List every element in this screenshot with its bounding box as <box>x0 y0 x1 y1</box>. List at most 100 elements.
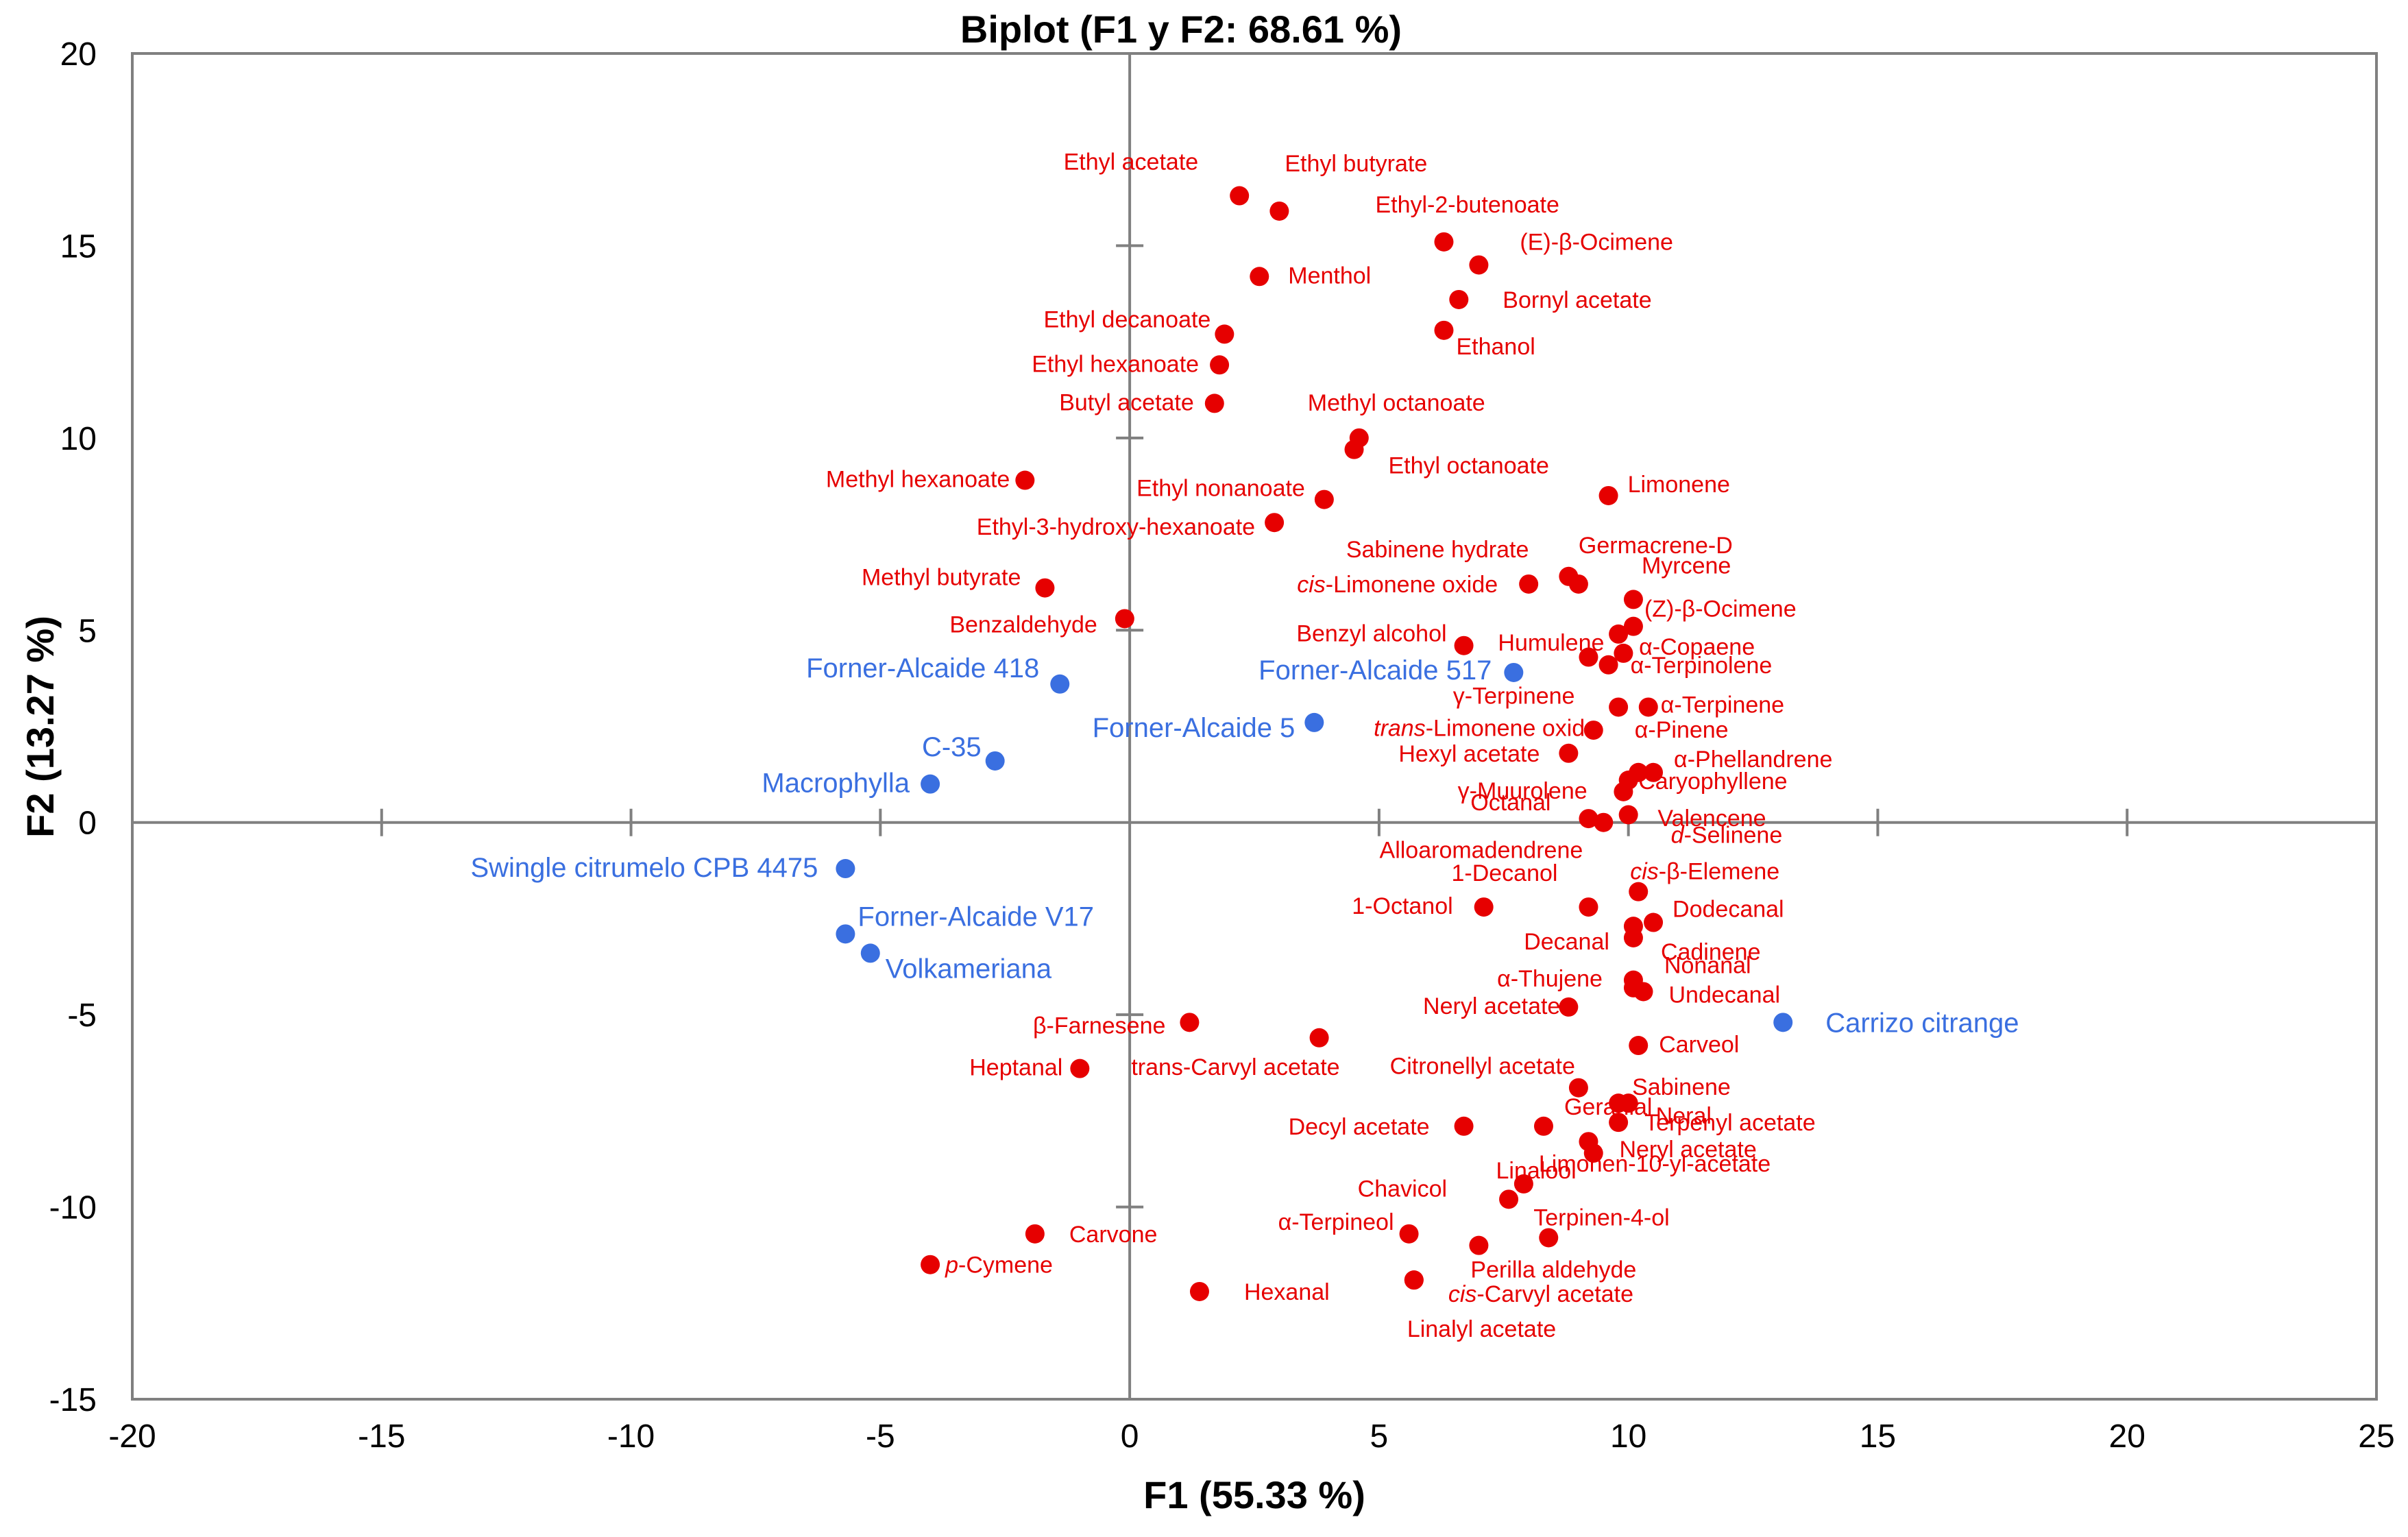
plot-frame <box>131 52 2378 1401</box>
observation-point <box>1504 662 1524 682</box>
variable-point <box>1594 812 1614 832</box>
y-tick-label: 10 <box>60 421 97 457</box>
variable-point <box>1583 1143 1603 1163</box>
variable-point <box>1434 320 1454 340</box>
x-tick-label: 0 <box>1121 1418 1139 1455</box>
point-label: Limonene <box>1628 472 1730 498</box>
y-tick-label: -15 <box>49 1382 97 1418</box>
variable-point <box>1269 201 1289 221</box>
point-label: Linalool <box>1496 1158 1577 1184</box>
point-label: Volkameriana <box>886 954 1052 984</box>
variable-point <box>1449 289 1469 309</box>
variable-point <box>1210 355 1230 375</box>
point-label: trans-Carvyl acetate <box>1131 1054 1339 1080</box>
y-axis-title: F2 (13.27 %) <box>19 616 62 838</box>
variable-point <box>1638 697 1658 717</box>
y-tick-label: 0 <box>78 806 97 842</box>
point-label: α-Copaene <box>1639 634 1755 660</box>
point-label: Linalyl acetate <box>1407 1316 1556 1342</box>
point-label: cis-β-Elemene <box>1630 859 1779 885</box>
point-label: Geranial <box>1564 1094 1653 1120</box>
point-label: γ-Terpinene <box>1453 683 1575 710</box>
x-tick-label: -20 <box>108 1418 156 1455</box>
point-label: C-35 <box>922 732 982 762</box>
point-label: Bornyl acetate <box>1503 287 1651 313</box>
point-label: Decyl acetate <box>1289 1114 1430 1140</box>
y-tick-label: -10 <box>49 1190 97 1226</box>
point-label: α-Terpinolene <box>1631 653 1773 679</box>
x-tick-label: -5 <box>866 1418 895 1455</box>
variable-point <box>1618 805 1638 825</box>
point-label: Hexanal <box>1244 1279 1330 1305</box>
x-tick-label: 25 <box>2358 1418 2394 1455</box>
point-labels: Ethyl acetate Ethyl butyrate Ethyl-2-buten… <box>470 149 2019 1343</box>
variable-point <box>1519 574 1539 594</box>
variable-point <box>1583 721 1603 740</box>
point-label: p-Cymene <box>945 1252 1053 1279</box>
variable-point <box>1499 1189 1519 1209</box>
variable-point <box>1559 743 1579 763</box>
variable-point <box>1189 1281 1209 1301</box>
variable-point <box>1469 1235 1489 1255</box>
variable-point <box>1579 647 1598 667</box>
x-tick-label: -10 <box>607 1418 655 1455</box>
point-label: (Z)-β-Ocimene <box>1644 596 1797 622</box>
variable-point <box>1623 616 1643 636</box>
point-label: cis-Carvyl acetate <box>1448 1281 1633 1307</box>
point-label: γ-Muurolene <box>1458 778 1588 804</box>
point-label: Decanal <box>1524 929 1609 955</box>
variable-point <box>1633 982 1653 1002</box>
variable-point <box>1314 489 1334 509</box>
point-label: Ethyl-2-butenoate <box>1375 192 1559 218</box>
y-tick-label: -5 <box>67 997 97 1034</box>
point-label: Ethanol <box>1456 334 1535 360</box>
tick-labels: -20 -15 -10 -5 0 5 10 15 20 25 20 15 10 5 0 -5 -10 -15 <box>49 36 2395 1455</box>
variable-point <box>1609 1113 1629 1133</box>
point-label: Menthol <box>1288 263 1371 289</box>
point-label: d-Selinene <box>1671 822 1783 848</box>
point-label: Butyl acetate <box>1059 389 1194 415</box>
point-label: Neryl acetate <box>1619 1137 1756 1163</box>
variable-point <box>1454 636 1474 655</box>
observation-point <box>985 751 1005 771</box>
point-label: 1-Decanol <box>1451 860 1557 886</box>
observation-point <box>1050 674 1070 694</box>
point-label: Citronellyl acetate <box>1390 1054 1575 1080</box>
point-label: Hexyl acetate <box>1398 741 1540 767</box>
point-label: Carveol <box>1659 1032 1739 1058</box>
point-label: Ethyl octanoate <box>1389 453 1549 479</box>
variable-point <box>1623 928 1643 947</box>
variable-point <box>1265 513 1285 533</box>
y-tick-label: 5 <box>78 613 97 649</box>
variable-point <box>1434 232 1454 252</box>
point-label: β-Farnesene <box>1033 1013 1165 1039</box>
chart-title: Biplot (F1 y F2: 68.61 %) <box>960 8 1402 51</box>
point-label: Humulene <box>1498 630 1604 656</box>
point-label: Methyl hexanoate <box>826 467 1010 493</box>
point-label: Benzaldehyde <box>949 612 1097 638</box>
variable-point <box>1513 1174 1533 1194</box>
point-label: cis-Limonene oxide <box>1297 572 1498 598</box>
point-label: Forner-Alcaide V17 <box>858 901 1094 932</box>
observation-point <box>836 924 855 944</box>
variable-point <box>1568 574 1588 594</box>
point-label: Ethyl decanoate <box>1044 306 1211 332</box>
variable-point <box>1025 1224 1045 1244</box>
point-label: Forner-Alcaide 517 <box>1258 655 1492 686</box>
observation-point <box>836 859 855 879</box>
variable-point <box>1618 1093 1638 1113</box>
point-label: Ethyl hexanoate <box>1032 351 1199 377</box>
variable-point <box>1629 1036 1649 1056</box>
variable-point <box>1180 1013 1200 1032</box>
point-label: Germacrene-D <box>1579 533 1733 559</box>
point-label: Ethyl nonanoate <box>1136 476 1305 502</box>
point-label: α-Pinene <box>1635 717 1729 743</box>
variable-point <box>1309 1028 1329 1048</box>
variable-point <box>1539 1228 1559 1248</box>
point-label: Forner-Alcaide 418 <box>806 653 1039 683</box>
variable-point <box>1469 255 1489 275</box>
point-label: Ethyl-3-hydroxy-hexanoate <box>977 514 1255 540</box>
point-label: Ethyl acetate <box>1064 149 1199 176</box>
y-tick-label: 15 <box>60 228 97 265</box>
